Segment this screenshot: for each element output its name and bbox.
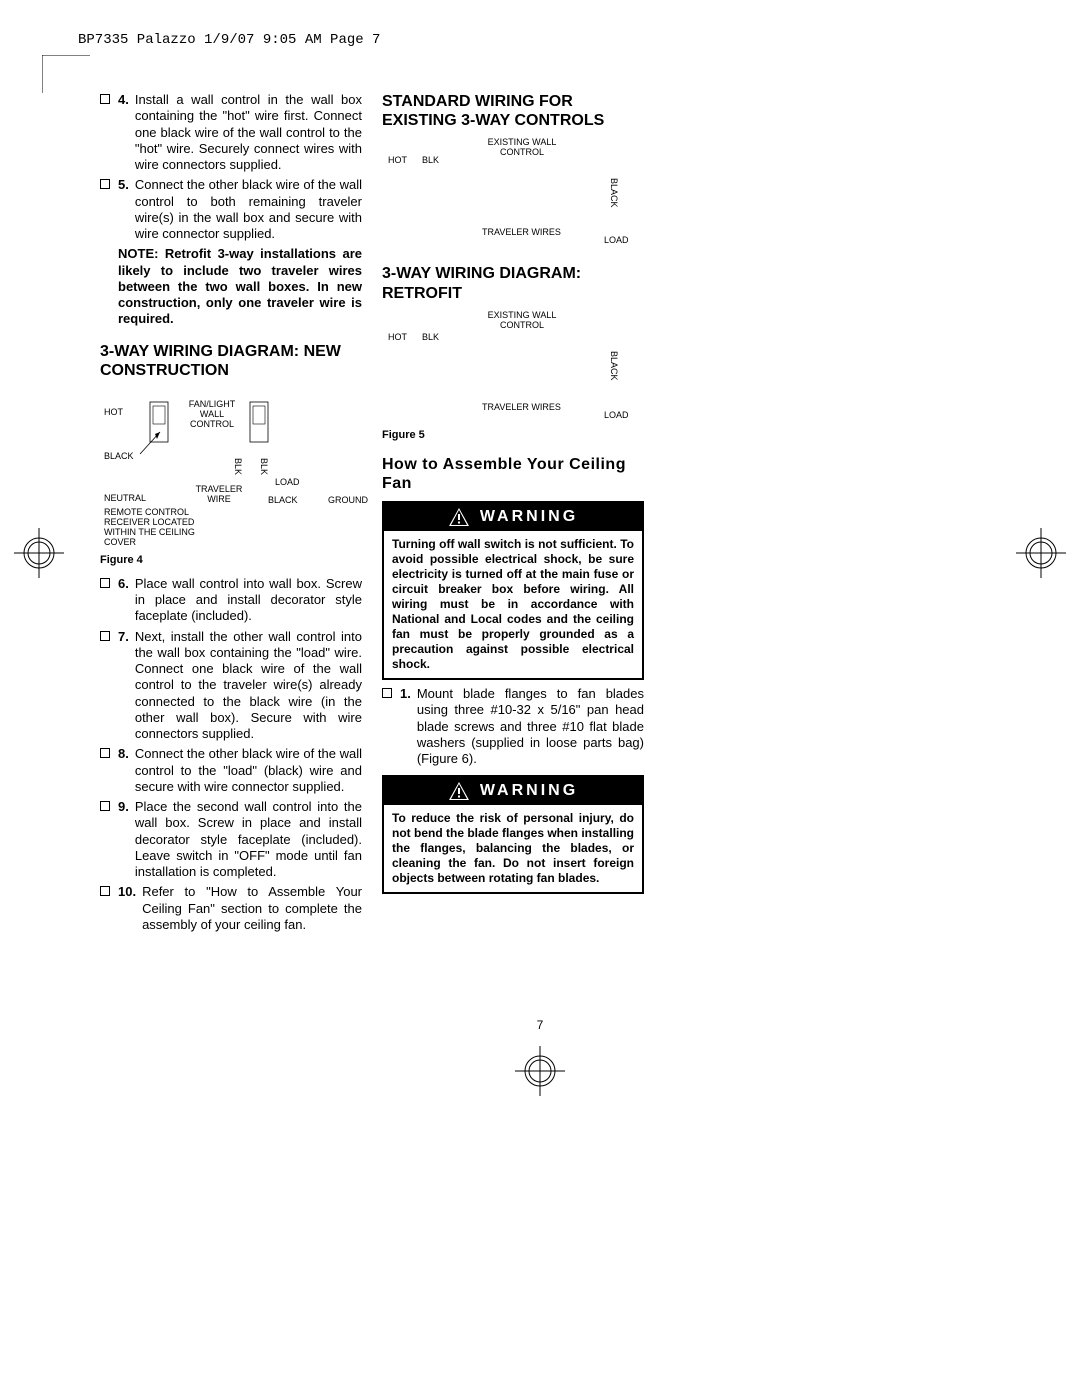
diagram-label: HOT [388,333,407,343]
page-number: 7 [537,1018,544,1032]
heading-standard-wiring: STANDARD WIRING FOR EXISTING 3-WAY CONTR… [382,92,644,130]
heading-retrofit: 3-WAY WIRING DIAGRAM: RETROFIT [382,264,644,302]
warning-text: To reduce the risk of personal injury, d… [384,805,642,892]
warning-header: WARNING [384,503,642,531]
step-4: 4. Install a wall control in the wall bo… [100,92,362,173]
step-text: Place wall control into wall box. Screw … [135,576,362,625]
step-9: 9. Place the second wall control into th… [100,799,362,880]
diagram-label: EXISTING WALL CONTROL [482,138,562,158]
left-column: 4. Install a wall control in the wall bo… [100,92,362,937]
registration-mark-icon [42,55,90,93]
step-text: Connect the other black wire of the wall… [135,177,362,242]
warning-box-2: WARNING To reduce the risk of personal i… [382,775,644,894]
diagram-label: BLACK [608,351,618,381]
diagram-label: TRAVELER WIRES [482,228,561,238]
step-number: 4. [118,92,129,173]
step-number: 9. [118,799,129,880]
diagram-label: EXISTING WALL CONTROL [482,311,562,331]
step-text: Mount blade flanges to fan blades using … [417,686,644,767]
warning-icon [448,781,470,801]
step-number: 6. [118,576,129,625]
warning-header: WARNING [384,777,642,805]
diagram-standard: EXISTING WALL CONTROL HOT BLK BLACK TRAV… [382,138,644,250]
step-number: 1. [400,686,411,767]
step-10: 10. Refer to "How to Assemble Your Ceili… [100,884,362,933]
diagram-label: BLK [422,333,439,343]
step-text: Refer to "How to Assemble Your Ceiling F… [142,884,362,933]
checkbox-icon [100,886,110,896]
step-text: Install a wall control in the wall box c… [135,92,362,173]
warning-label: WARNING [480,508,578,526]
figure-label: Figure 5 [382,429,644,441]
diagram-label: BLACK [608,178,618,208]
diagram-label: BLK [422,156,439,166]
registration-mark-icon [1016,528,1066,578]
step-6: 6. Place wall control into wall box. Scr… [100,576,362,625]
checkbox-icon [382,688,392,698]
warning-box-1: WARNING Turning off wall switch is not s… [382,501,644,680]
registration-mark-icon [14,528,64,578]
step-number: 5. [118,177,129,242]
note-text: NOTE: Retrofit 3-way installations are l… [100,246,362,327]
checkbox-icon [100,578,110,588]
checkbox-icon [100,748,110,758]
diagram-label: HOT [388,156,407,166]
heading-new-construction: 3-WAY WIRING DIAGRAM: NEW CONSTRUCTION [100,342,362,380]
warning-label: WARNING [480,782,578,800]
warning-icon [448,507,470,527]
print-header: BP7335 Palazzo 1/9/07 9:05 AM Page 7 [78,32,380,48]
checkbox-icon [100,179,110,189]
step-number: 7. [118,629,129,743]
step-7: 7. Next, install the other wall control … [100,629,362,743]
step-5: 5. Connect the other black wire of the w… [100,177,362,242]
heading-assemble: How to Assemble Your Ceiling Fan [382,455,644,493]
diagram-label: TRAVELER WIRES [482,403,561,413]
step-number: 10. [118,884,136,933]
diagram-new-construction: HOT FAN/LIGHT WALL CONTROL BLACK BLK BLK… [100,388,362,548]
step-text: Connect the other black wire of the wall… [135,746,362,795]
step-text: Place the second wall control into the w… [135,799,362,880]
step-text: Next, install the other wall control int… [135,629,362,743]
right-column: STANDARD WIRING FOR EXISTING 3-WAY CONTR… [382,92,644,900]
diagram-label: LOAD [604,236,629,246]
figure-label: Figure 4 [100,554,362,566]
checkbox-icon [100,631,110,641]
step-8: 8. Connect the other black wire of the w… [100,746,362,795]
warning-text: Turning off wall switch is not sufficien… [384,531,642,678]
diagram-retrofit: EXISTING WALL CONTROL HOT BLK BLACK TRAV… [382,311,644,423]
assemble-step-1: 1. Mount blade flanges to fan blades usi… [382,686,644,767]
diagram-label: REMOTE CONTROL RECEIVER LOCATED WITHIN T… [104,508,214,548]
registration-mark-icon [515,1046,565,1096]
checkbox-icon [100,94,110,104]
step-number: 8. [118,746,129,795]
diagram-label: LOAD [604,411,629,421]
checkbox-icon [100,801,110,811]
